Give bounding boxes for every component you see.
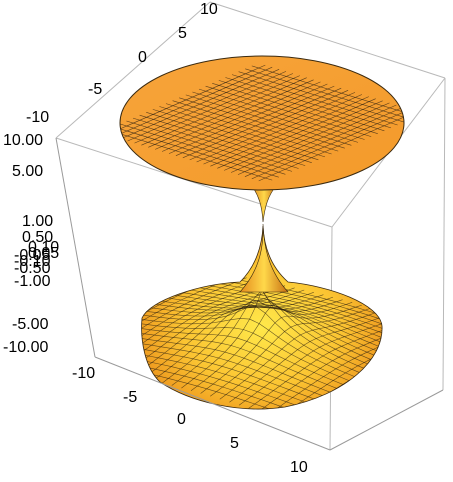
y-tick-label: -10 — [26, 109, 49, 126]
z-tick-label: -0.10 — [14, 253, 51, 270]
upper-disk — [119, 55, 405, 191]
z-tick-label: 10.00 — [3, 132, 43, 149]
mesh-line — [186, 285, 383, 354]
mesh-line — [149, 303, 383, 372]
mesh-line — [168, 293, 383, 363]
mesh-line — [199, 279, 383, 348]
y-tick-label: 10 — [200, 1, 218, 18]
mesh-line — [244, 106, 404, 177]
mesh-line — [277, 329, 383, 410]
mesh-line — [229, 313, 383, 403]
x-tick-label: 10 — [290, 459, 308, 476]
x-tick-label: -5 — [123, 389, 137, 406]
mesh-line — [251, 65, 404, 117]
mesh-line — [238, 316, 383, 406]
mesh-line — [238, 71, 404, 123]
mesh-line — [192, 282, 383, 351]
neck-lower — [239, 223, 289, 293]
z-tick-label: -5.00 — [12, 316, 49, 333]
mesh-line — [258, 111, 404, 182]
x-tick-label: 5 — [230, 435, 239, 452]
z-tick-label: 5.00 — [12, 163, 43, 180]
mesh-line — [210, 307, 372, 397]
z-tick-label: 0.50 — [22, 229, 53, 246]
mesh-line — [251, 108, 404, 180]
mesh-line — [219, 310, 382, 400]
z-tick-label: -1.00 — [14, 273, 51, 290]
y-tick-label: 5 — [178, 25, 187, 42]
box-front-edges — [55, 137, 444, 451]
y-tick-label: 0 — [138, 49, 147, 66]
x-axis-ticks: -10 -5 0 5 10 — [72, 365, 308, 476]
mesh-line — [248, 319, 383, 409]
z-tick-label: -0.50 — [14, 260, 51, 277]
x-tick-label: 0 — [177, 411, 186, 428]
y-axis-ticks: -10 -5 0 5 10 — [26, 1, 218, 126]
z-axis-ticks: 10.00 5.00 1.000.500.100.05-0.05-0.10-0.50… — [3, 132, 59, 356]
mesh-line — [258, 322, 383, 410]
z-tick-label: -0.05 — [14, 247, 51, 264]
mesh-line — [231, 74, 398, 126]
mesh-line — [245, 68, 404, 120]
neck — [239, 185, 289, 293]
mesh-line — [180, 288, 383, 357]
z-tick-label: 0.05 — [28, 245, 59, 262]
y-tick-label: -5 — [88, 81, 102, 98]
neck-upper — [251, 185, 277, 223]
z-tick-label: 1.00 — [22, 213, 53, 230]
mesh-line — [161, 296, 383, 366]
x-tick-label: -10 — [72, 365, 95, 382]
z-tick-label: -10.00 — [3, 339, 48, 356]
lower-surface-fill — [141, 225, 383, 410]
upper-disk-mesh — [120, 64, 404, 182]
mesh-line — [267, 326, 383, 410]
lower-surface — [141, 225, 383, 410]
mesh-line — [200, 304, 362, 394]
mesh-line — [174, 291, 383, 360]
z-tick-label: 0.10 — [28, 239, 59, 256]
